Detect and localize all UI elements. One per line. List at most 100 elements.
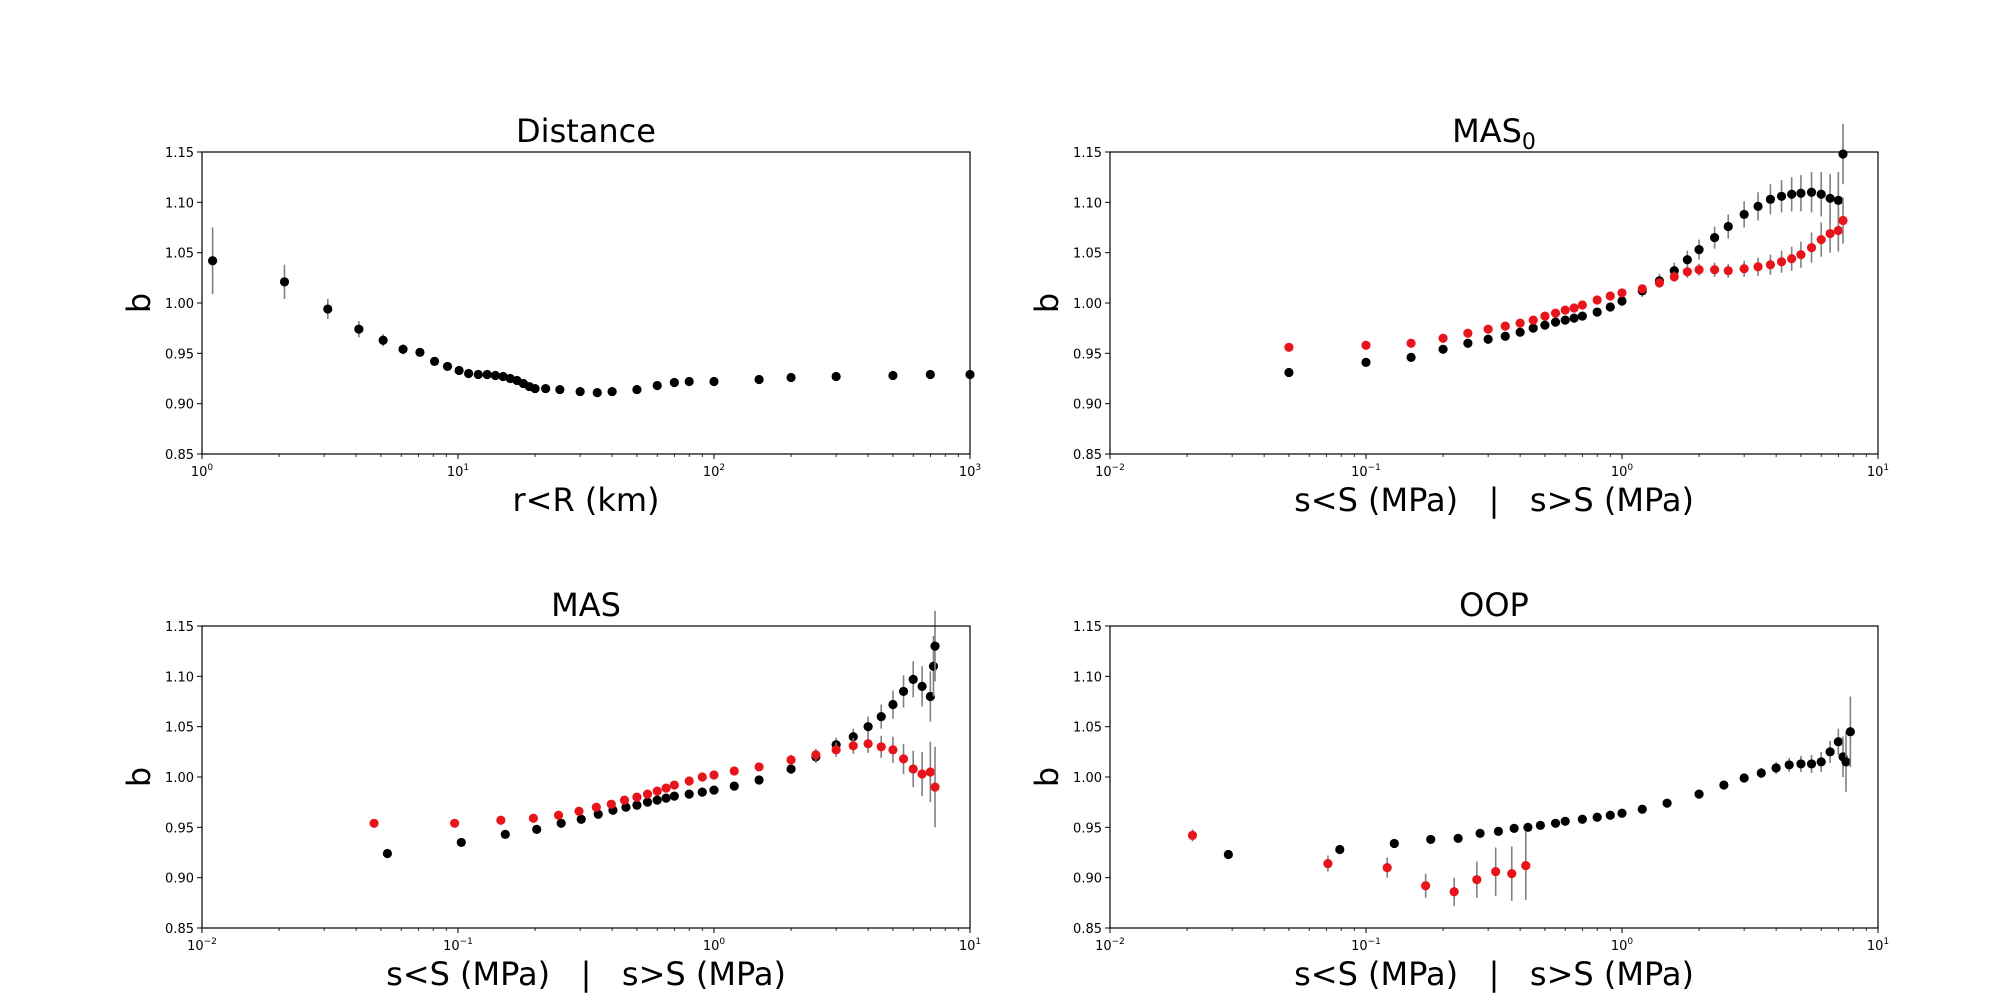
data-point	[652, 786, 662, 796]
data-point	[607, 386, 617, 397]
data-point	[528, 813, 538, 823]
data-point	[1449, 887, 1459, 897]
y-tick-label: 0.95	[165, 821, 194, 836]
data-point	[709, 785, 719, 795]
data-point	[1453, 833, 1463, 844]
data-point	[1825, 228, 1835, 239]
data-point	[642, 789, 653, 799]
data-point	[1825, 193, 1835, 203]
data-point	[729, 766, 739, 776]
data-point	[1577, 814, 1587, 824]
data-point	[1528, 323, 1538, 333]
y-tick-label: 0.90	[165, 398, 194, 413]
data-point	[888, 699, 898, 710]
data-point	[1187, 830, 1198, 840]
data-point	[378, 335, 388, 345]
y-tick-label: 0.90	[165, 872, 194, 887]
data-point	[1540, 320, 1550, 330]
panel-title: MAS	[551, 586, 621, 624]
x-tick-label: 101	[447, 463, 469, 480]
data-point	[917, 681, 927, 692]
y-axis-label: b	[120, 293, 158, 313]
series-2-red	[1187, 829, 1531, 906]
data-point	[1577, 311, 1587, 321]
x-tick-label: 101	[1867, 463, 1889, 480]
data-point	[1765, 260, 1776, 270]
data-point	[1515, 327, 1525, 337]
data-point	[1806, 187, 1817, 197]
data-point	[463, 368, 474, 379]
x-tick-label: 10−2	[1095, 463, 1125, 480]
data-point	[661, 793, 671, 803]
data-point	[1426, 834, 1436, 845]
y-tick-label: 1.10	[1073, 196, 1102, 211]
series-1-black	[382, 610, 940, 859]
y-tick-label: 0.85	[1073, 922, 1102, 937]
y-tick-label: 0.95	[1073, 347, 1102, 362]
x-tick-label: 10−2	[187, 937, 217, 954]
x-axis-label: r<R (km)	[512, 481, 659, 519]
data-point	[490, 370, 501, 381]
data-point	[1694, 265, 1704, 275]
data-point	[1421, 881, 1431, 891]
data-point	[863, 722, 873, 732]
data-point	[876, 742, 886, 752]
y-axis-label: b	[1028, 767, 1066, 787]
data-point	[1739, 773, 1749, 783]
data-point	[1816, 189, 1826, 199]
data-point	[1739, 209, 1749, 220]
data-point	[1841, 757, 1851, 767]
data-point	[1223, 849, 1233, 860]
panel-title: Distance	[516, 112, 656, 150]
data-point	[786, 372, 796, 383]
data-point	[1284, 367, 1294, 378]
y-tick-label: 0.85	[165, 448, 194, 463]
data-point	[1637, 804, 1647, 814]
y-tick-label: 1.10	[1073, 670, 1102, 685]
data-point	[1550, 308, 1561, 318]
data-point	[482, 369, 492, 380]
series-1-black	[1223, 696, 1855, 860]
x-tick-label: 10−1	[1351, 937, 1381, 954]
data-point	[1592, 307, 1602, 317]
panel-title: MAS0	[1452, 112, 1536, 155]
x-tick-label: 101	[959, 937, 981, 954]
data-point	[684, 789, 694, 799]
data-point	[1550, 818, 1561, 828]
y-axis-label: b	[120, 767, 158, 787]
data-point	[456, 837, 466, 848]
data-point	[632, 792, 642, 802]
x-tick-label: 10−1	[443, 937, 473, 954]
panel-1: 0.85 0.90 0.95 1.00 1.05 1.10 1.15 100 101 102 103…	[120, 112, 981, 519]
data-point	[1463, 328, 1473, 338]
data-point	[575, 386, 585, 397]
data-point	[556, 818, 566, 828]
data-point	[1739, 264, 1749, 274]
data-point	[354, 324, 364, 334]
data-point	[1776, 257, 1787, 267]
data-point	[669, 791, 679, 801]
data-point	[1806, 759, 1817, 769]
data-point	[442, 361, 453, 372]
data-point	[398, 344, 408, 354]
data-point	[898, 686, 909, 697]
data-point	[1472, 875, 1482, 885]
data-point	[1592, 812, 1602, 822]
data-point	[1550, 317, 1561, 327]
data-point	[1493, 826, 1504, 836]
data-point	[1617, 296, 1627, 306]
data-point	[1796, 188, 1806, 198]
x-tick-label: 100	[1611, 937, 1634, 954]
data-point	[323, 304, 333, 314]
data-point	[1710, 232, 1720, 243]
data-point	[1284, 342, 1294, 352]
data-point	[1753, 201, 1763, 211]
x-tick-label: 100	[191, 463, 214, 480]
data-point	[697, 787, 707, 797]
data-point	[684, 376, 694, 387]
data-point	[1560, 315, 1570, 325]
y-tick-label: 1.15	[165, 620, 194, 635]
data-point	[450, 818, 460, 828]
x-tick-label: 101	[1867, 937, 1889, 954]
